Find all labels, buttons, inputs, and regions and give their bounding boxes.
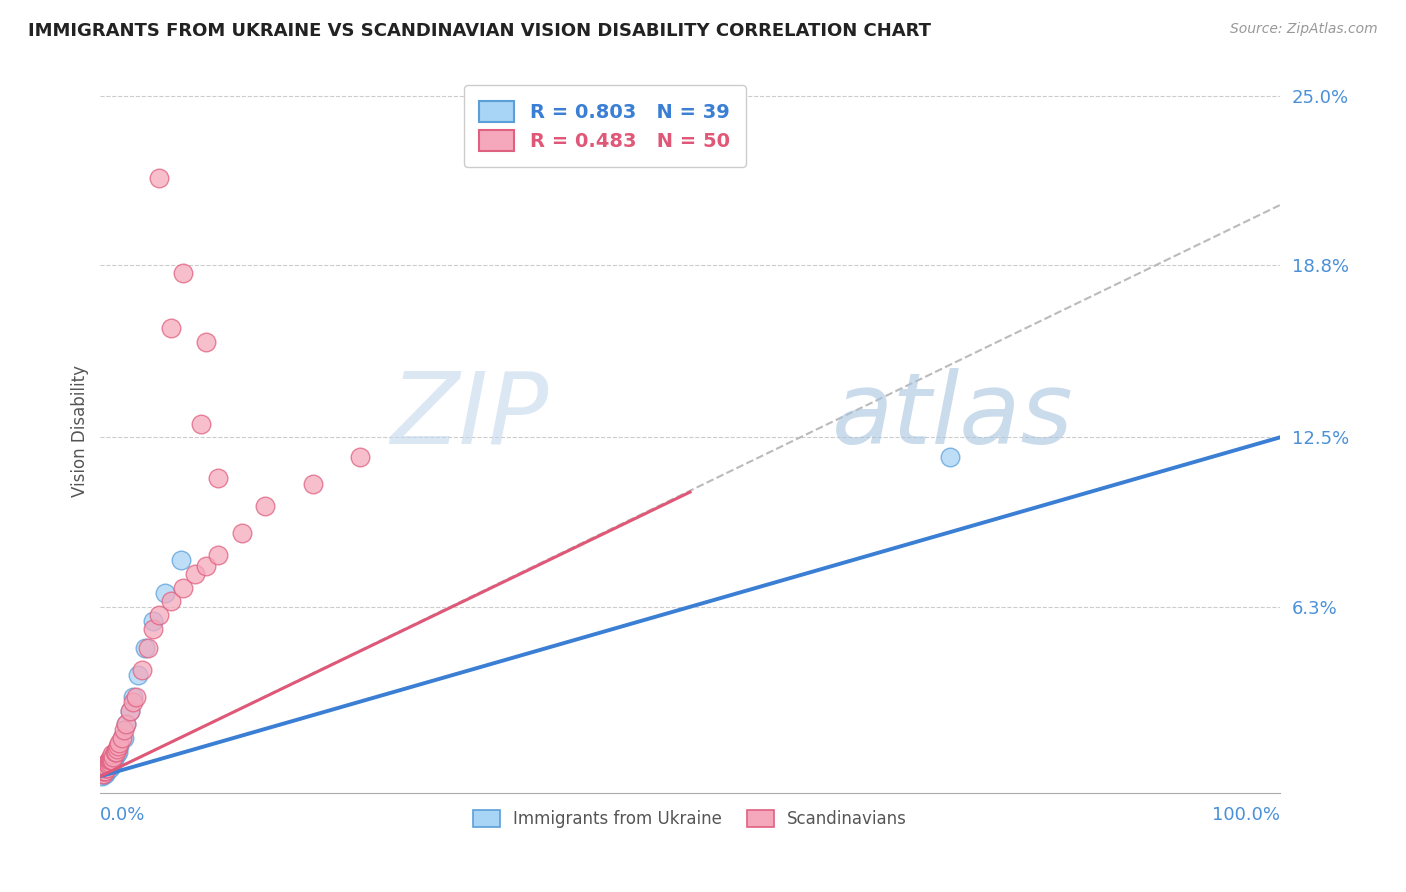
Point [91,764,114,778]
Text: IMMIGRANTS FROM UKRAINE VS SCANDINAVIAN VISION DISABILITY CORRELATION CHART: IMMIGRANTS FROM UKRAINE VS SCANDINAVIAN … [28,22,931,40]
Point [103,750,125,764]
Point [96,758,118,772]
Point [98,756,121,770]
Point [97,753,120,767]
Point [93,764,115,778]
Point [100,753,122,767]
Point [110,731,132,745]
Point [98,761,121,775]
Point [190,417,212,431]
Point [110,731,132,745]
Point [122,696,145,710]
Point [90,769,112,783]
Point [91,764,114,778]
Point [125,690,148,704]
Point [231,526,253,541]
Point [122,690,145,704]
Point [142,622,165,636]
Point [169,553,191,567]
Text: ZIP: ZIP [391,368,548,465]
Point [93,766,115,780]
Text: Source: ZipAtlas.com: Source: ZipAtlas.com [1230,22,1378,37]
Point [97,756,120,770]
Legend: Immigrants from Ukraine, Scandinavians: Immigrants from Ukraine, Scandinavians [467,804,914,835]
Point [148,608,170,623]
Point [131,663,153,677]
Point [107,739,129,754]
Point [118,704,141,718]
Point [207,471,229,485]
Point [103,753,125,767]
Point [160,594,183,608]
Point [115,717,138,731]
Point [94,766,117,780]
Point [301,476,323,491]
Point [195,558,218,573]
Point [100,753,122,767]
Point [254,499,277,513]
Point [108,736,131,750]
Point [96,756,118,770]
Point [134,640,156,655]
Point [97,761,120,775]
Point [96,764,118,778]
Point [101,753,124,767]
Point [96,761,118,775]
Point [105,742,128,756]
Point [96,758,118,772]
Point [94,758,117,772]
Point [94,758,117,772]
Point [349,450,371,464]
Point [96,761,118,775]
Point [183,567,205,582]
Point [94,764,117,778]
Point [108,739,131,754]
Point [103,750,125,764]
Point [91,766,114,780]
Text: 0.0%: 0.0% [100,805,146,823]
Point [97,758,120,772]
Point [100,750,122,764]
Point [207,548,229,562]
Point [127,668,149,682]
Point [91,766,114,780]
Point [101,753,124,767]
Point [104,747,127,762]
Point [107,745,129,759]
Point [101,758,124,772]
Point [98,753,121,767]
Text: atlas: atlas [831,368,1073,465]
Point [93,761,115,775]
Point [148,170,170,185]
Point [115,717,138,731]
Point [172,581,194,595]
Point [195,334,218,349]
Point [93,764,115,778]
Point [100,758,122,772]
Text: 100.0%: 100.0% [1212,805,1279,823]
Point [142,614,165,628]
Point [105,745,128,759]
Y-axis label: Vision Disability: Vision Disability [72,365,89,497]
Point [96,764,118,778]
Point [94,764,117,778]
Point [112,723,135,737]
Point [104,745,127,759]
Point [112,731,135,745]
Point [96,761,118,775]
Point [172,267,194,281]
Point [136,640,159,655]
Point [118,704,141,718]
Point [160,321,183,335]
Point [103,745,125,759]
Point [101,747,124,762]
Point [96,758,118,772]
Point [98,756,121,770]
Point [938,450,960,464]
Point [90,766,112,780]
Point [93,761,115,775]
Point [155,586,177,600]
